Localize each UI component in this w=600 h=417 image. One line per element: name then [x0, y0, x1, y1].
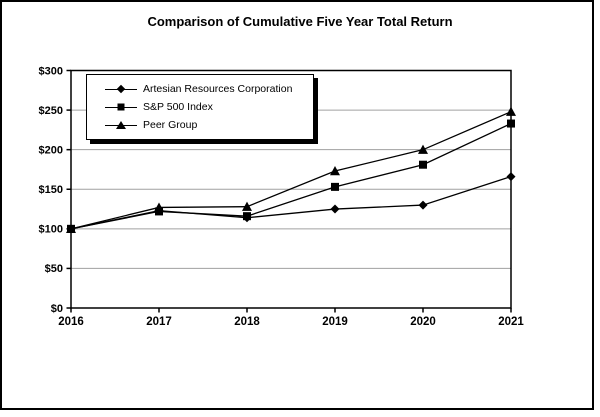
- x-axis-tick-label: 2016: [58, 316, 84, 328]
- y-axis-tick-label: $250: [39, 105, 63, 117]
- x-axis-tick-label: 2019: [322, 316, 348, 328]
- square-marker-s-p-500-index: [243, 212, 251, 221]
- diamond-marker-artesian-resources-corporation: [418, 200, 428, 210]
- y-axis-tick-label: $100: [39, 224, 63, 236]
- diamond-marker-icon: [116, 84, 126, 94]
- diamond-marker-artesian-resources-corporation: [330, 204, 340, 214]
- square-marker-s-p-500-index: [419, 160, 427, 169]
- series-line-s-p-500-index: [70, 122, 512, 230]
- diamond-marker-artesian-resources-corporation: [506, 172, 516, 182]
- square-series-key-icon: [105, 101, 137, 113]
- x-axis-tick-label: 2018: [234, 316, 260, 328]
- legend: Artesian Resources Corporation S&P 500 I…: [86, 74, 314, 140]
- triangle-marker-peer-group: [330, 166, 340, 176]
- series-line-peer-group: [70, 111, 512, 230]
- triangle-marker-peer-group: [418, 144, 428, 154]
- series-line-artesian-resources-corporation: [70, 175, 512, 230]
- legend-item-peer-group: Peer Group: [105, 118, 313, 132]
- y-axis-tick-label: $50: [45, 263, 63, 275]
- legend-item-artesian: Artesian Resources Corporation: [105, 82, 313, 96]
- triangle-marker-peer-group: [242, 201, 252, 211]
- x-axis-tick-label: 2020: [410, 316, 436, 328]
- legend-label: Artesian Resources Corporation: [143, 83, 293, 95]
- triangle-marker-peer-group: [506, 106, 516, 116]
- legend-label: S&P 500 Index: [143, 101, 213, 113]
- legend-item-sp500: S&P 500 Index: [105, 100, 313, 114]
- square-marker-icon: [117, 103, 125, 111]
- x-axis-tick-label: 2021: [498, 316, 524, 328]
- y-axis-tick-label: $0: [51, 303, 63, 315]
- legend-label: Peer Group: [143, 119, 198, 131]
- square-marker-s-p-500-index: [331, 182, 339, 191]
- y-axis-tick-label: $300: [39, 65, 63, 77]
- triangle-marker-peer-group: [66, 223, 76, 234]
- triangle-series-key-icon: [105, 119, 137, 131]
- chart-title: Comparison of Cumulative Five Year Total…: [147, 14, 453, 29]
- diamond-series-key-icon: [105, 83, 137, 95]
- triangle-marker-icon: [116, 121, 126, 129]
- y-axis-tick-label: $200: [39, 144, 63, 156]
- x-axis-tick-label: 2017: [146, 316, 172, 328]
- triangle-marker-peer-group: [154, 202, 164, 212]
- square-marker-s-p-500-index: [507, 119, 515, 128]
- y-axis-tick-label: $150: [39, 184, 63, 196]
